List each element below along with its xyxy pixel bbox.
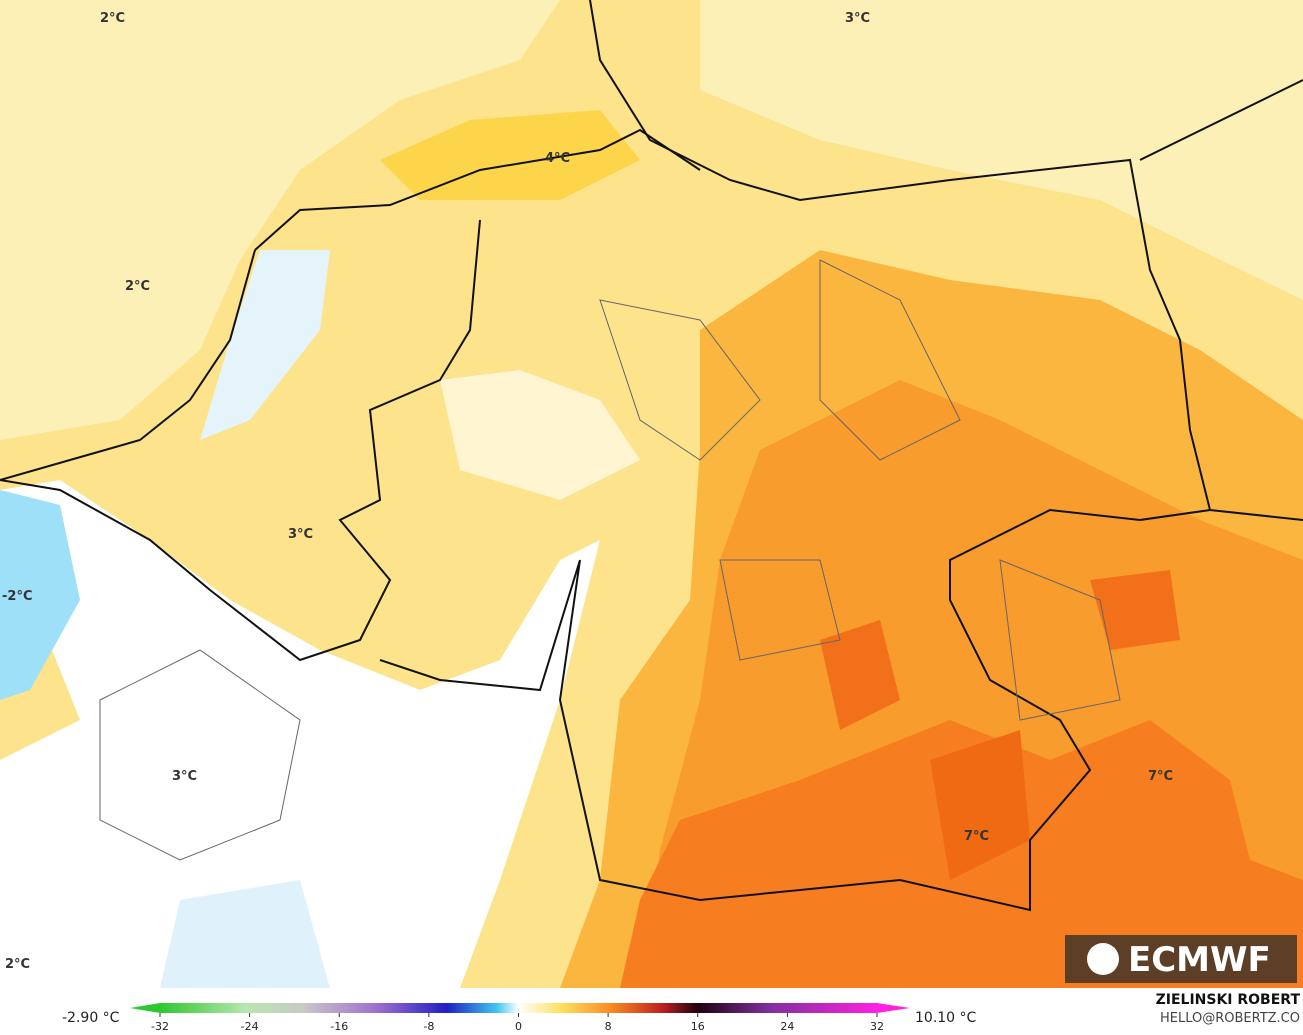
logo-text: ECMWF	[1128, 940, 1271, 980]
temp-label: 3°C	[172, 769, 197, 784]
colorbar-tick-label: -16	[330, 1020, 348, 1033]
temp-label: -2°C	[2, 589, 32, 604]
temp-label: 2°C	[125, 279, 150, 294]
temperature-field	[0, 0, 1303, 988]
temp-label: 3°C	[845, 11, 870, 26]
colorbar-tick-label: 0	[515, 1020, 522, 1033]
borders	[0, 0, 1303, 912]
colorbar-tick-label: -24	[241, 1020, 259, 1033]
temp-label: 4°C	[545, 151, 570, 166]
logo: ECMWF	[1065, 935, 1297, 983]
colorbar-tick-label: -8	[423, 1020, 434, 1033]
map-labels: 2°C 2°C 4°C 3°C 3°C -2°C 3°C 2°C 7°C 7°C	[2, 11, 1173, 972]
colorbar-tick-label: 8	[605, 1020, 612, 1033]
max-label: 10.10 °C	[915, 1010, 977, 1026]
sub-borders	[99, 259, 1121, 861]
colorbar-tick-label: 32	[870, 1020, 884, 1033]
colorbar: -2.90 °C 10.10 °C -32 -24 -16 -8 0 8 16 24 32	[62, 1003, 977, 1033]
temp-label: 7°C	[964, 829, 989, 844]
colorbar-tick-label: 24	[780, 1020, 794, 1033]
contact: HELLO@ROBERTZ.CO	[1160, 1011, 1300, 1026]
min-label: -2.90 °C	[62, 1010, 120, 1026]
temp-label: 7°C	[1148, 769, 1173, 784]
colorbar-tick-label: -32	[151, 1020, 169, 1033]
colorbar-tick-label: 16	[691, 1020, 705, 1033]
temp-label: 2°C	[100, 11, 125, 26]
temp-label: 3°C	[288, 527, 313, 542]
temp-label: 2°C	[5, 957, 30, 972]
author: ZIELINSKI ROBERT	[1156, 992, 1301, 1008]
